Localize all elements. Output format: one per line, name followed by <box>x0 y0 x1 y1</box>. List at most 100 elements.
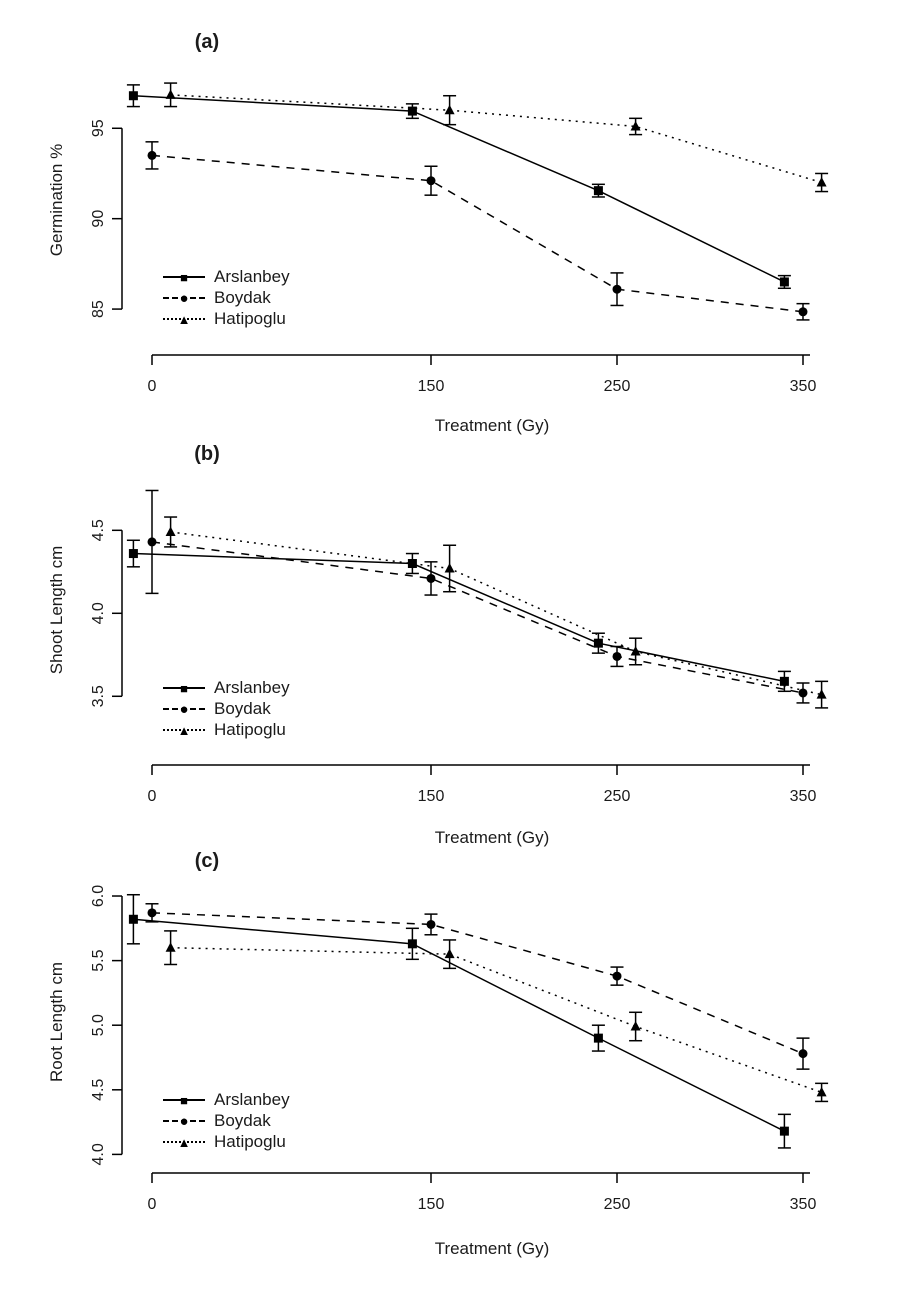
panel-b-x-axis-label: Treatment (Gy) <box>434 828 550 847</box>
triangle-marker-icon: ▲ <box>177 722 191 738</box>
circle-data-marker <box>147 537 157 547</box>
panel-a-x-axis-label: Treatment (Gy) <box>434 416 550 435</box>
series-line-boydak <box>151 154 804 313</box>
circle-data-marker <box>612 651 622 661</box>
y-tick-label: 5.5 <box>90 949 107 971</box>
circle-data-marker <box>147 908 157 918</box>
legend-label: Arslanbey <box>214 1089 290 1109</box>
legend-item-boydak: ● Boydak <box>163 698 290 719</box>
x-tick-label: 150 <box>418 378 445 395</box>
circle-data-marker <box>426 573 436 583</box>
square-data-marker <box>593 1033 603 1043</box>
square-marker-icon: ■ <box>180 1092 188 1108</box>
legend-label: Hatipoglu <box>214 1131 286 1151</box>
square-data-marker <box>779 277 789 287</box>
legend-label: Boydak <box>214 1110 271 1130</box>
square-data-marker <box>407 106 417 116</box>
triangle-data-marker <box>630 120 641 131</box>
square-data-marker <box>593 186 603 196</box>
square-data-marker <box>407 939 417 949</box>
square-data-marker <box>128 91 138 101</box>
square-data-marker <box>128 914 138 924</box>
panel-c-plot: 4.0 4.5 5.0 5.5 6.0 0 150 250 350 <box>90 885 829 1213</box>
legend-item-hatipoglu: ▲ Hatipoglu <box>163 308 290 329</box>
series-line-boydak <box>151 541 804 694</box>
legend-line-sample: ● <box>163 701 205 716</box>
legend-item-hatipoglu: ▲ Hatipoglu <box>163 1131 290 1152</box>
x-tick-label: 350 <box>790 788 817 805</box>
series-line-arslanbey <box>133 552 785 683</box>
y-tick-label: 90 <box>90 210 107 228</box>
legend-line-sample: ■ <box>163 270 205 283</box>
legend-line-sample: ▲ <box>163 312 205 325</box>
legend-label: Arslanbey <box>214 677 290 697</box>
panel-a-plot: 85 90 95 0 150 250 350 <box>90 82 829 395</box>
circle-data-marker <box>798 1049 808 1059</box>
panel-b-plot: 3.5 4.0 4.5 0 150 250 350 <box>90 489 829 805</box>
y-tick-label: 4.0 <box>90 602 107 624</box>
square-data-marker <box>779 1126 789 1136</box>
triangle-data-marker <box>444 104 455 115</box>
square-marker-icon: ■ <box>180 269 188 285</box>
circle-data-marker <box>798 307 808 317</box>
x-tick-label: 150 <box>418 1196 445 1213</box>
legend-item-hatipoglu: ▲ Hatipoglu <box>163 719 290 740</box>
x-tick-label: 250 <box>604 788 631 805</box>
legend-label: Hatipoglu <box>214 719 286 739</box>
panel-a-legend: ■ Arslanbey ● Boydak ▲ Hatipoglu <box>163 266 290 329</box>
triangle-data-marker <box>630 645 641 656</box>
legend-line-sample: ▲ <box>163 723 205 736</box>
circle-data-marker <box>798 688 808 698</box>
triangle-data-marker <box>165 89 176 99</box>
legend-line-sample: ● <box>163 1113 205 1128</box>
triangle-data-marker <box>444 948 455 959</box>
series-line-hatipoglu <box>170 946 822 1094</box>
panel-a-y-axis-label: Germination % <box>47 143 66 257</box>
x-tick-label: 0 <box>148 378 157 395</box>
legend-item-arslanbey: ■ Arslanbey <box>163 266 290 287</box>
legend-item-arslanbey: ■ Arslanbey <box>163 1089 290 1110</box>
triangle-data-marker <box>816 177 827 187</box>
x-tick-label: 0 <box>148 1196 157 1213</box>
square-data-marker <box>407 559 417 569</box>
triangle-data-marker <box>444 562 455 573</box>
legend-label: Hatipoglu <box>214 308 286 328</box>
panel-a-title: (a) <box>194 31 220 53</box>
y-tick-label: 4.5 <box>90 519 107 541</box>
circle-data-marker <box>426 919 436 929</box>
legend-line-sample: ● <box>163 290 205 305</box>
triangle-data-marker <box>816 1086 827 1097</box>
panel-b-title: (b) <box>194 443 220 465</box>
legend-line-sample: ▲ <box>163 1135 205 1148</box>
triangle-data-marker <box>630 1021 641 1031</box>
x-tick-label: 350 <box>790 378 817 395</box>
panel-c-legend: ■ Arslanbey ● Boydak ▲ Hatipoglu <box>163 1089 290 1152</box>
circle-data-marker <box>147 150 157 160</box>
y-tick-label: 95 <box>90 119 107 137</box>
y-tick-label: 3.5 <box>90 685 107 707</box>
circle-data-marker <box>612 284 622 294</box>
y-tick-label: 85 <box>90 300 107 318</box>
panel-c-x-axis-label: Treatment (Gy) <box>434 1239 550 1258</box>
square-data-marker <box>128 549 138 559</box>
y-tick-label: 4.0 <box>90 1143 107 1165</box>
x-tick-label: 250 <box>604 1196 631 1213</box>
x-tick-label: 150 <box>418 788 445 805</box>
circle-marker-icon: ● <box>179 700 189 718</box>
panel-b-y-axis-label: Shoot Length cm <box>47 545 66 675</box>
legend-item-boydak: ● Boydak <box>163 1110 290 1131</box>
triangle-marker-icon: ▲ <box>177 1134 191 1150</box>
series-line-boydak <box>151 912 804 1055</box>
triangle-data-marker <box>165 526 176 536</box>
legend-label: Arslanbey <box>214 266 290 286</box>
circle-marker-icon: ● <box>179 1112 189 1130</box>
triangle-marker-icon: ▲ <box>177 311 191 327</box>
x-tick-label: 350 <box>790 1196 817 1213</box>
y-tick-label: 5.0 <box>90 1014 107 1036</box>
x-tick-label: 250 <box>604 378 631 395</box>
series-line-hatipoglu <box>170 94 822 184</box>
legend-item-arslanbey: ■ Arslanbey <box>163 677 290 698</box>
circle-data-marker <box>612 971 622 981</box>
